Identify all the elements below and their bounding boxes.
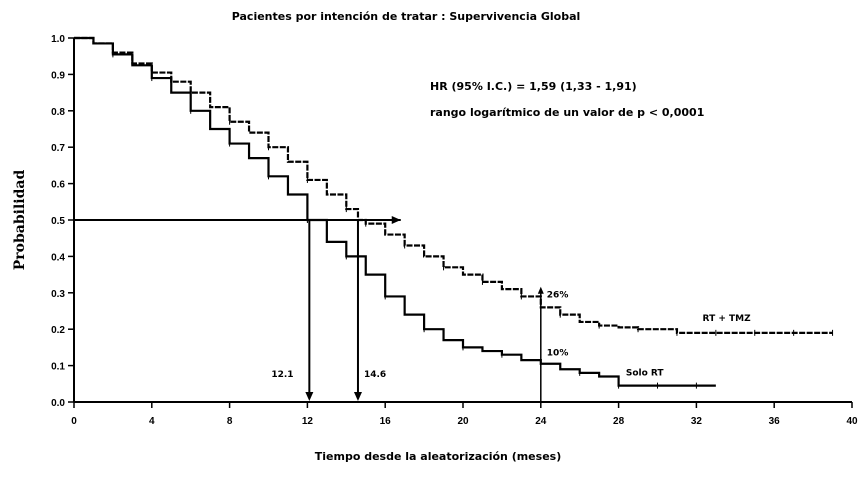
y-tick-label: 0.0 (51, 398, 65, 409)
x-tick-label: 12 (302, 416, 314, 427)
median-arrowhead (391, 216, 401, 224)
x-tick-label: 36 (769, 416, 781, 427)
x-tick-label: 28 (613, 416, 625, 427)
x-tick-label: 40 (846, 416, 858, 427)
series-line-solo-rt (74, 36, 716, 387)
y-tick-label: 0.8 (51, 107, 65, 118)
series-group: RT + TMZ Solo RT (74, 36, 834, 389)
x-tick-label: 16 (380, 416, 392, 427)
p-value-text: rango logarítmico de un valor de p < 0,0… (430, 106, 704, 119)
hazard-ratio-text: HR (95% I.C.) = 1,59 (1,33 - 1,91) (430, 80, 637, 93)
y-tick-label: 0.7 (51, 143, 65, 154)
y-tick-label: 0.3 (51, 289, 65, 300)
series-label-solo-rt: Solo RT (626, 369, 665, 379)
x-axis-label: Tiempo desde la aleatorización (meses) (315, 450, 561, 463)
x-tick-label: 24 (535, 416, 547, 427)
month24-arrowhead (537, 286, 544, 294)
pct-rt-tmz-label: 26% (547, 290, 569, 300)
y-tick-label: 0.5 (51, 216, 65, 227)
pct-solo-rt-label: 10% (547, 349, 569, 359)
y-axis-ticks: 0.0 0.1 0.2 0.3 0.4 0.5 0.6 0.7 0.8 0.9 1.0 (51, 34, 74, 409)
median-solo-label: 12.1 (271, 370, 293, 380)
y-axis-label: Probabilidad (12, 170, 28, 271)
y-tick-label: 0.6 (51, 180, 65, 191)
y-tick-label: 0.4 (51, 252, 65, 263)
y-tick-label: 0.2 (51, 325, 65, 336)
series-label-rt-tmz: RT + TMZ (703, 314, 752, 324)
median-tmz-arrowhead (353, 392, 362, 401)
median-tmz-label: 14.6 (364, 370, 386, 380)
y-tick-label: 0.9 (51, 70, 65, 81)
median-solo-arrowhead (305, 392, 314, 401)
x-tick-label: 8 (227, 416, 233, 427)
x-tick-label: 20 (457, 416, 469, 427)
x-tick-label: 0 (71, 416, 77, 427)
y-tick-label: 0.1 (51, 362, 65, 373)
y-tick-label: 1.0 (51, 34, 65, 45)
chart-title: Pacientes por intención de tratar : Supe… (232, 10, 581, 23)
annotations-group: 12.1 14.6 26% 10% (74, 216, 568, 402)
x-tick-label: 32 (691, 416, 703, 427)
x-axis-ticks: 0 4 8 12 16 20 24 28 32 36 40 (71, 402, 858, 427)
x-tick-label: 4 (149, 416, 155, 427)
